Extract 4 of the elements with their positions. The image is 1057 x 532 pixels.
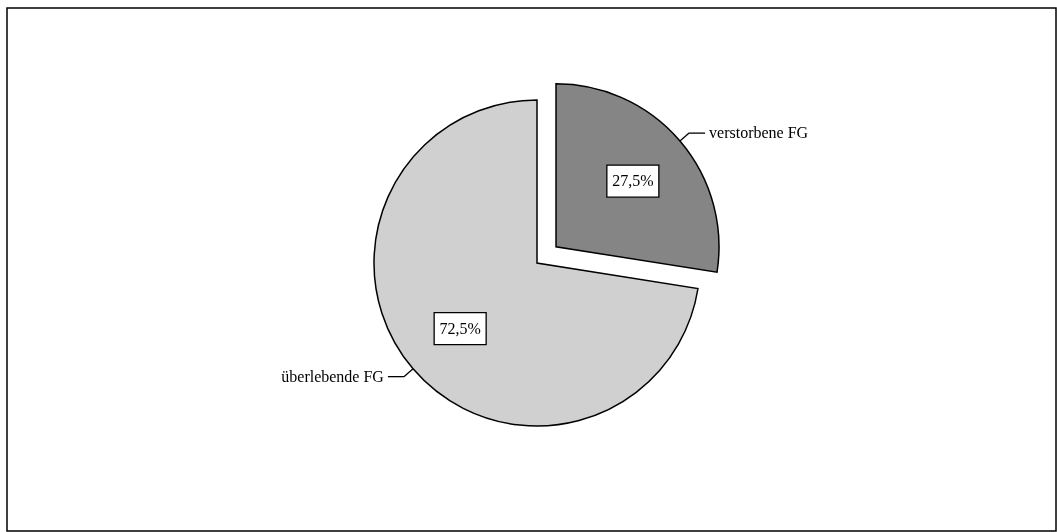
data-label: 27,5% (612, 172, 654, 190)
data-label: 72,5% (439, 319, 481, 337)
legend-label: verstorbene FG (709, 124, 809, 142)
slice-label: überlebende FG (281, 367, 385, 385)
